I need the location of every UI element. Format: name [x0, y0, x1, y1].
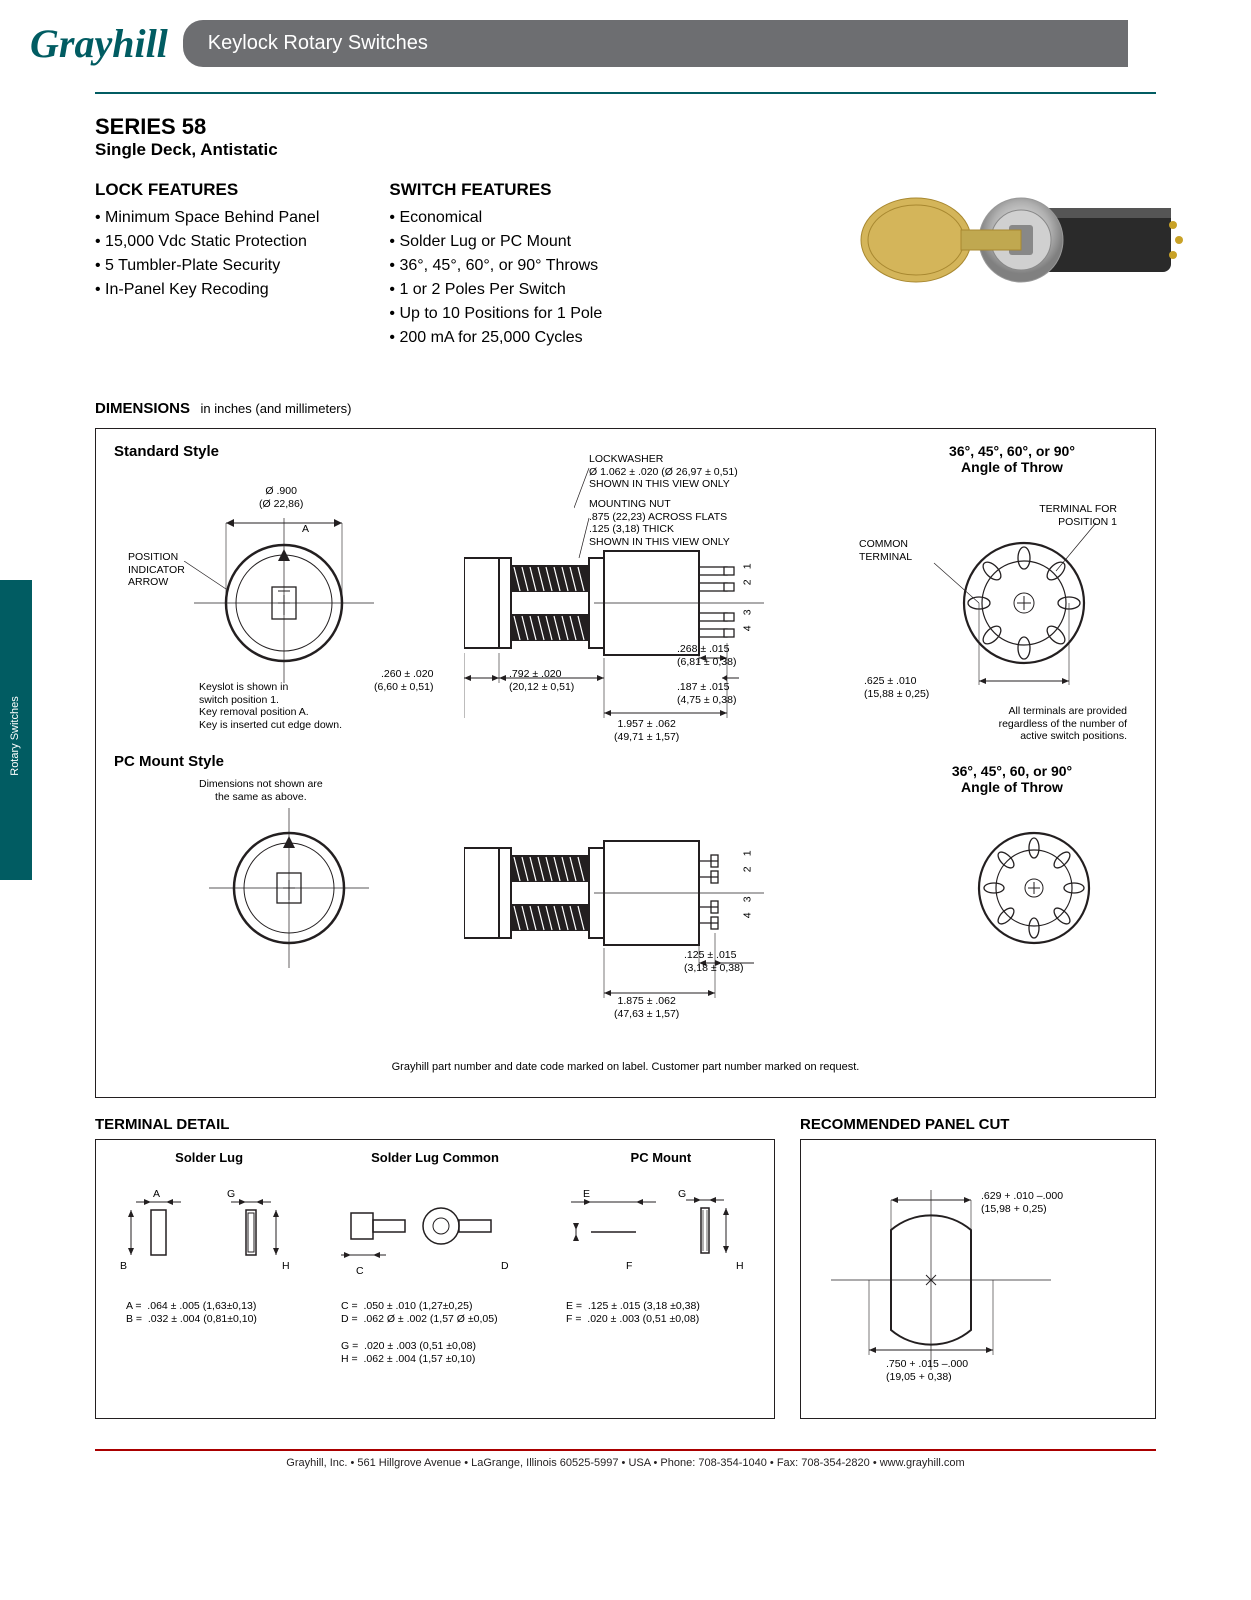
product-photo [821, 170, 1191, 310]
pc-front-diagram [209, 808, 369, 968]
page-title-pill: Keylock Rotary Switches [183, 20, 1128, 67]
grayhill-logo: Grayhill [30, 20, 168, 67]
d125-label: .125 ± .015 (3,18 ± 0,38) [684, 949, 743, 974]
arrow-leader [184, 561, 229, 606]
f-dim: F [626, 1260, 632, 1273]
d260-label: .260 ± .020 (6,60 ± 0,51) [374, 668, 433, 693]
g-dim-2: G [678, 1188, 686, 1201]
d625-label: .625 ± .010 (15,88 ± 0,25) [864, 675, 929, 700]
panel-cut-diagram [831, 1170, 1121, 1400]
d629-label: .629 + .010 –.000 (15,98 + 0,25) [981, 1190, 1063, 1215]
a-label: A [302, 523, 309, 536]
pc-side-diagram [464, 813, 774, 1013]
pin-3: 3 [742, 609, 755, 615]
keyslot-note: Keyslot is shown in switch position 1. K… [199, 681, 342, 731]
dimensions-box: Standard Style Ø .900 (Ø 22,86) A [95, 428, 1156, 1098]
d750-label: .750 + .015 –.000 (19,05 + 0,38) [886, 1358, 968, 1383]
position-indicator-label: POSITION INDICATOR ARROW [128, 551, 185, 589]
pc-mount-title: PC Mount Style [114, 753, 224, 770]
list-item: 5 Tumbler-Plate Security [95, 254, 319, 278]
a-dim: A [153, 1188, 160, 1201]
d1957-label: 1.957 ± .062 (49,71 ± 1,57) [614, 718, 679, 743]
angle-title-1: 36°, 45°, 60°, or 90° Angle of Throw [897, 443, 1127, 475]
panel-cut-box: .629 + .010 –.000 (15,98 + 0,25) .750 + … [800, 1139, 1156, 1419]
dimensions-subtitle: in inches (and millimeters) [200, 401, 351, 416]
d1875-label: 1.875 ± .062 (47,63 ± 1,57) [614, 995, 679, 1020]
footer-text: Grayhill, Inc. • 561 Hillgrove Avenue • … [0, 1451, 1251, 1489]
dimensions-header: DIMENSIONS in inches (and millimeters) [95, 400, 1156, 418]
mounting-nut-label: MOUNTING NUT .875 (22,23) ACROSS FLATS .… [589, 498, 730, 548]
cd-dims: C = .050 ± .010 (1,27±0,25) D = .062 Ø ±… [341, 1300, 498, 1325]
solder-lug-title: Solder Lug [111, 1150, 307, 1165]
h-dim-2: H [736, 1260, 744, 1273]
d268-label: .268 ± .015 (6,81 ± 0,38) [677, 643, 736, 668]
dimensions-title: DIMENSIONS [95, 400, 190, 417]
pc-mount-diagram [566, 1180, 766, 1270]
terminal-rear-diagram-2 [954, 808, 1114, 968]
pin-1: 1 [742, 563, 755, 569]
list-item: Solder Lug or PC Mount [389, 230, 602, 254]
terminal-detail-title: TERMINAL DETAIL [95, 1116, 775, 1133]
series-subtitle: Single Deck, Antistatic [95, 140, 1156, 160]
solder-lug-diagram [116, 1180, 316, 1270]
series-header: SERIES 58 Single Deck, Antistatic [95, 114, 1156, 160]
lock-features: LOCK FEATURES Minimum Space Behind Panel… [95, 180, 319, 350]
switch-features-title: SWITCH FEATURES [389, 180, 602, 200]
lockwasher-label: LOCKWASHER Ø 1.062 ± .020 (Ø 26,97 ± 0,5… [589, 453, 738, 491]
switch-features: SWITCH FEATURES Economical Solder Lug or… [389, 180, 602, 350]
terminal-rear-diagram-1 [924, 503, 1124, 703]
list-item: 1 or 2 Poles Per Switch [389, 278, 602, 302]
list-item: Up to 10 Positions for 1 Pole [389, 302, 602, 326]
series-title: SERIES 58 [95, 114, 1156, 140]
pc-mount-col-title: PC Mount [563, 1150, 759, 1165]
switch-features-list: Economical Solder Lug or PC Mount 36°, 4… [389, 206, 602, 350]
standard-style-title: Standard Style [114, 443, 219, 460]
leaders [574, 463, 594, 563]
panel-cut-title: RECOMMENDED PANEL CUT [800, 1116, 1156, 1133]
pin-2: 2 [742, 579, 755, 585]
solder-lug-common-title: Solder Lug Common [317, 1150, 553, 1165]
lock-features-title: LOCK FEATURES [95, 180, 319, 200]
pin-3b: 3 [742, 896, 755, 902]
list-item: 15,000 Vdc Static Protection [95, 230, 319, 254]
dia-900-label: Ø .900 (Ø 22,86) [259, 485, 303, 510]
g-dim: G [227, 1188, 235, 1201]
h-dim: H [282, 1260, 290, 1273]
side-tab: Rotary Switches [0, 580, 32, 880]
ab-dims: A = .064 ± .005 (1,63±0,13) B = .032 ± .… [126, 1300, 257, 1325]
e-dim: E [583, 1188, 590, 1201]
c-dim: C [356, 1265, 364, 1278]
header: Grayhill Keylock Rotary Switches [0, 0, 1251, 67]
features-row: LOCK FEATURES Minimum Space Behind Panel… [95, 180, 1156, 350]
b-dim: B [120, 1260, 127, 1273]
d-dim: D [501, 1260, 509, 1273]
d187-label: .187 ± .015 (4,75 ± 0,38) [677, 681, 736, 706]
bottom-note: Grayhill part number and date code marke… [114, 1061, 1137, 1073]
pc-mount-note: Dimensions not shown are the same as abo… [199, 778, 323, 803]
ef-dims: E = .125 ± .015 (3,18 ±0,38) F = .020 ± … [566, 1300, 700, 1325]
pin-4b: 4 [742, 912, 755, 918]
lock-features-list: Minimum Space Behind Panel 15,000 Vdc St… [95, 206, 319, 302]
pin-2b: 2 [742, 866, 755, 872]
angle-title-2: 36°, 45°, 60, or 90° Angle of Throw [897, 763, 1127, 795]
side-tab-label: Rotary Switches [9, 686, 21, 786]
list-item: Minimum Space Behind Panel [95, 206, 319, 230]
list-item: In-Panel Key Recoding [95, 278, 319, 302]
common-terminal-label: COMMON TERMINAL [859, 538, 912, 563]
list-item: 36°, 45°, 60°, or 90° Throws [389, 254, 602, 278]
pin-4: 4 [742, 625, 755, 631]
list-item: 200 mA for 25,000 Cycles [389, 326, 602, 350]
gh-dims: G = .020 ± .003 (0,51 ±0,08) H = .062 ± … [341, 1340, 476, 1365]
list-item: Economical [389, 206, 602, 230]
solder-lug-common-diagram [341, 1185, 541, 1275]
d792-label: .792 ± .020 (20,12 ± 0,51) [509, 668, 574, 693]
terminals-note: All terminals are provided regardless of… [999, 705, 1127, 743]
terminal-detail-box: Solder Lug Solder Lug Common PC Mount A … [95, 1139, 775, 1419]
pin-1b: 1 [742, 850, 755, 856]
